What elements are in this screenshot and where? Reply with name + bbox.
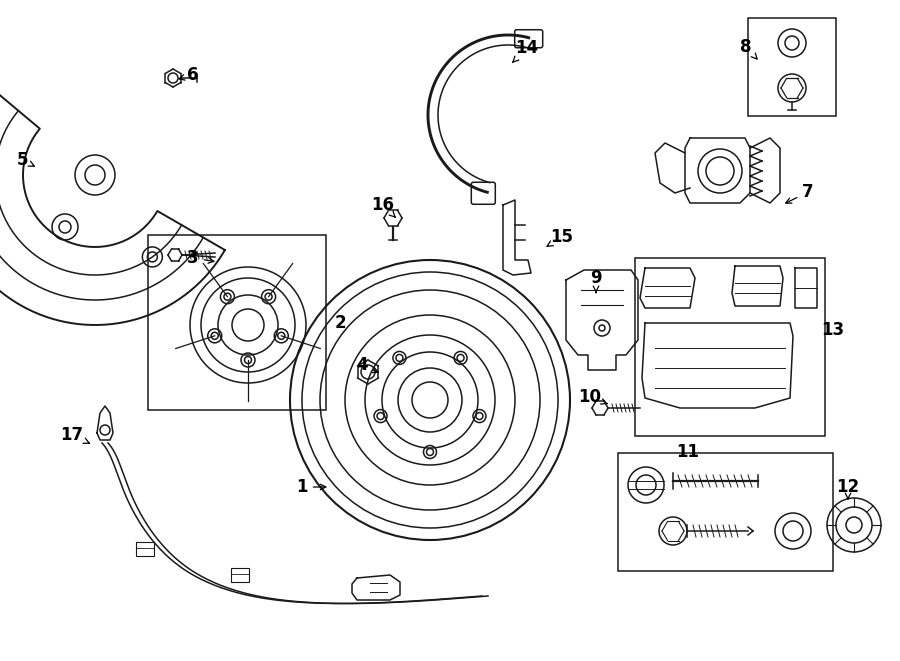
Text: 7: 7 bbox=[786, 183, 814, 203]
Text: 13: 13 bbox=[822, 321, 844, 339]
Text: 3: 3 bbox=[187, 249, 214, 267]
Text: 10: 10 bbox=[579, 388, 608, 406]
Bar bbox=[148, 235, 326, 410]
Text: 17: 17 bbox=[60, 426, 89, 444]
Text: 14: 14 bbox=[513, 39, 538, 62]
Bar bbox=[618, 453, 833, 571]
Text: 2: 2 bbox=[334, 314, 346, 332]
Text: 1: 1 bbox=[296, 478, 326, 496]
Text: 4: 4 bbox=[356, 356, 378, 374]
Text: 5: 5 bbox=[16, 151, 34, 169]
Text: 6: 6 bbox=[179, 66, 199, 84]
Text: 11: 11 bbox=[677, 443, 699, 461]
Text: 12: 12 bbox=[836, 478, 860, 499]
Text: 8: 8 bbox=[740, 38, 757, 59]
Text: 15: 15 bbox=[547, 228, 573, 247]
Text: 9: 9 bbox=[590, 269, 602, 293]
Bar bbox=[136, 542, 154, 556]
Bar bbox=[748, 18, 836, 116]
Bar bbox=[231, 568, 249, 582]
Text: 16: 16 bbox=[372, 196, 395, 217]
Bar bbox=[635, 258, 825, 436]
